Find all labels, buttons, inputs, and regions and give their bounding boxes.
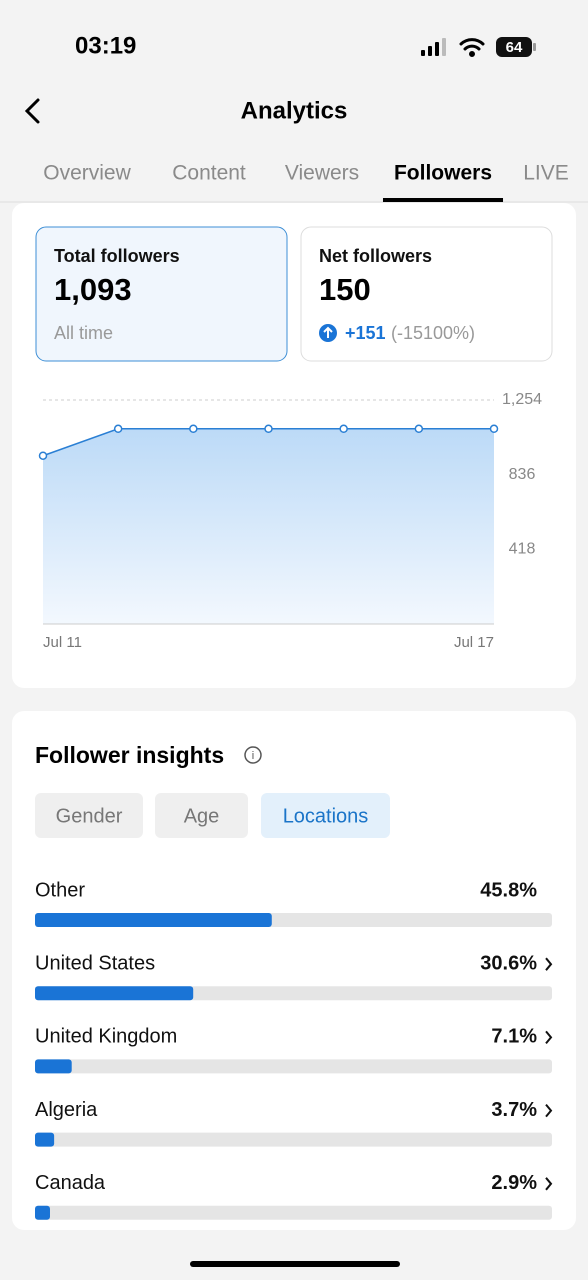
- battery-icon: [496, 37, 532, 57]
- tab[interactable]: Overview: [43, 162, 131, 185]
- tab[interactable]: Viewers: [285, 162, 359, 185]
- point: [189, 424, 198, 434]
- card-title: Total followers: [54, 246, 180, 266]
- bar: [35, 1205, 50, 1220]
- card-change-pct: (-15100%): [391, 323, 475, 343]
- bar-track: [35, 1132, 552, 1147]
- bar: [35, 913, 272, 927]
- insights-panel: [12, 711, 576, 1230]
- card-note: All time: [54, 323, 113, 343]
- filter-chip[interactable]: [35, 793, 143, 838]
- area: [43, 428, 494, 624]
- point: [113, 424, 123, 434]
- signal-icon: [421, 38, 446, 56]
- card-value: 150: [319, 272, 371, 307]
- card-value: 1,093: [54, 272, 132, 307]
- tab[interactable]: Content: [172, 162, 246, 185]
- battery-tip: [533, 43, 536, 51]
- x-tick-label: Jul 11: [43, 634, 82, 651]
- location-name: Other: [35, 879, 85, 901]
- row-chevron[interactable]: [545, 1177, 553, 1191]
- total-followers-card[interactable]: [35, 226, 288, 362]
- value-label: 45.8%: [480, 879, 537, 901]
- page-title: Analytics: [241, 97, 348, 124]
- filter-chip[interactable]: [261, 793, 390, 838]
- point: [38, 451, 48, 460]
- location-name: United States: [35, 952, 155, 974]
- value-label: 3.7%: [491, 1099, 537, 1121]
- y-tick-label: 836: [509, 466, 536, 483]
- row-chevron[interactable]: [545, 1030, 553, 1045]
- point: [339, 424, 348, 434]
- point: [414, 424, 424, 434]
- location-name: United Kingdom: [35, 1026, 177, 1048]
- value-label: 30.6%: [480, 952, 537, 974]
- card-title: Net followers: [319, 246, 432, 266]
- home-indicator: [190, 1261, 400, 1267]
- bar: [35, 1059, 72, 1074]
- row-chevron[interactable]: [545, 957, 553, 971]
- point: [489, 424, 499, 434]
- filter-label: Locations: [283, 805, 369, 827]
- location-name: Canada: [35, 1172, 106, 1194]
- bar-track: [35, 1205, 552, 1220]
- value-label: 2.9%: [491, 1172, 537, 1194]
- info-glyph: i: [252, 750, 254, 762]
- bar: [35, 1132, 55, 1147]
- tab[interactable]: LIVE: [523, 162, 569, 185]
- wifi-icon: [459, 38, 485, 57]
- point: [264, 424, 273, 434]
- tab-underline: [382, 198, 504, 202]
- location-name: Algeria: [35, 1099, 98, 1121]
- filter-label: Age: [184, 805, 220, 827]
- net-followers-card[interactable]: [300, 226, 553, 362]
- up-arrow: [323, 326, 333, 338]
- filter-label: Gender: [56, 805, 123, 827]
- insights-title: Follower insights: [35, 742, 224, 768]
- bar-track: [35, 1059, 552, 1074]
- card-change: +151: [345, 323, 386, 343]
- back-button[interactable]: [24, 98, 40, 124]
- bar: [35, 986, 194, 1001]
- row-chevron[interactable]: [545, 1103, 553, 1118]
- status-time: 03:19: [75, 32, 136, 59]
- tab[interactable]: Followers: [394, 162, 492, 185]
- y-tick-label: 1,254: [502, 391, 542, 408]
- y-tick-label: 418: [509, 541, 536, 558]
- info-icon[interactable]: [244, 746, 262, 764]
- value-label: 7.1%: [491, 1026, 537, 1048]
- filter-chip[interactable]: [155, 793, 248, 838]
- x-tick-label: Jul 17: [454, 634, 494, 651]
- battery-level: 64: [506, 39, 523, 56]
